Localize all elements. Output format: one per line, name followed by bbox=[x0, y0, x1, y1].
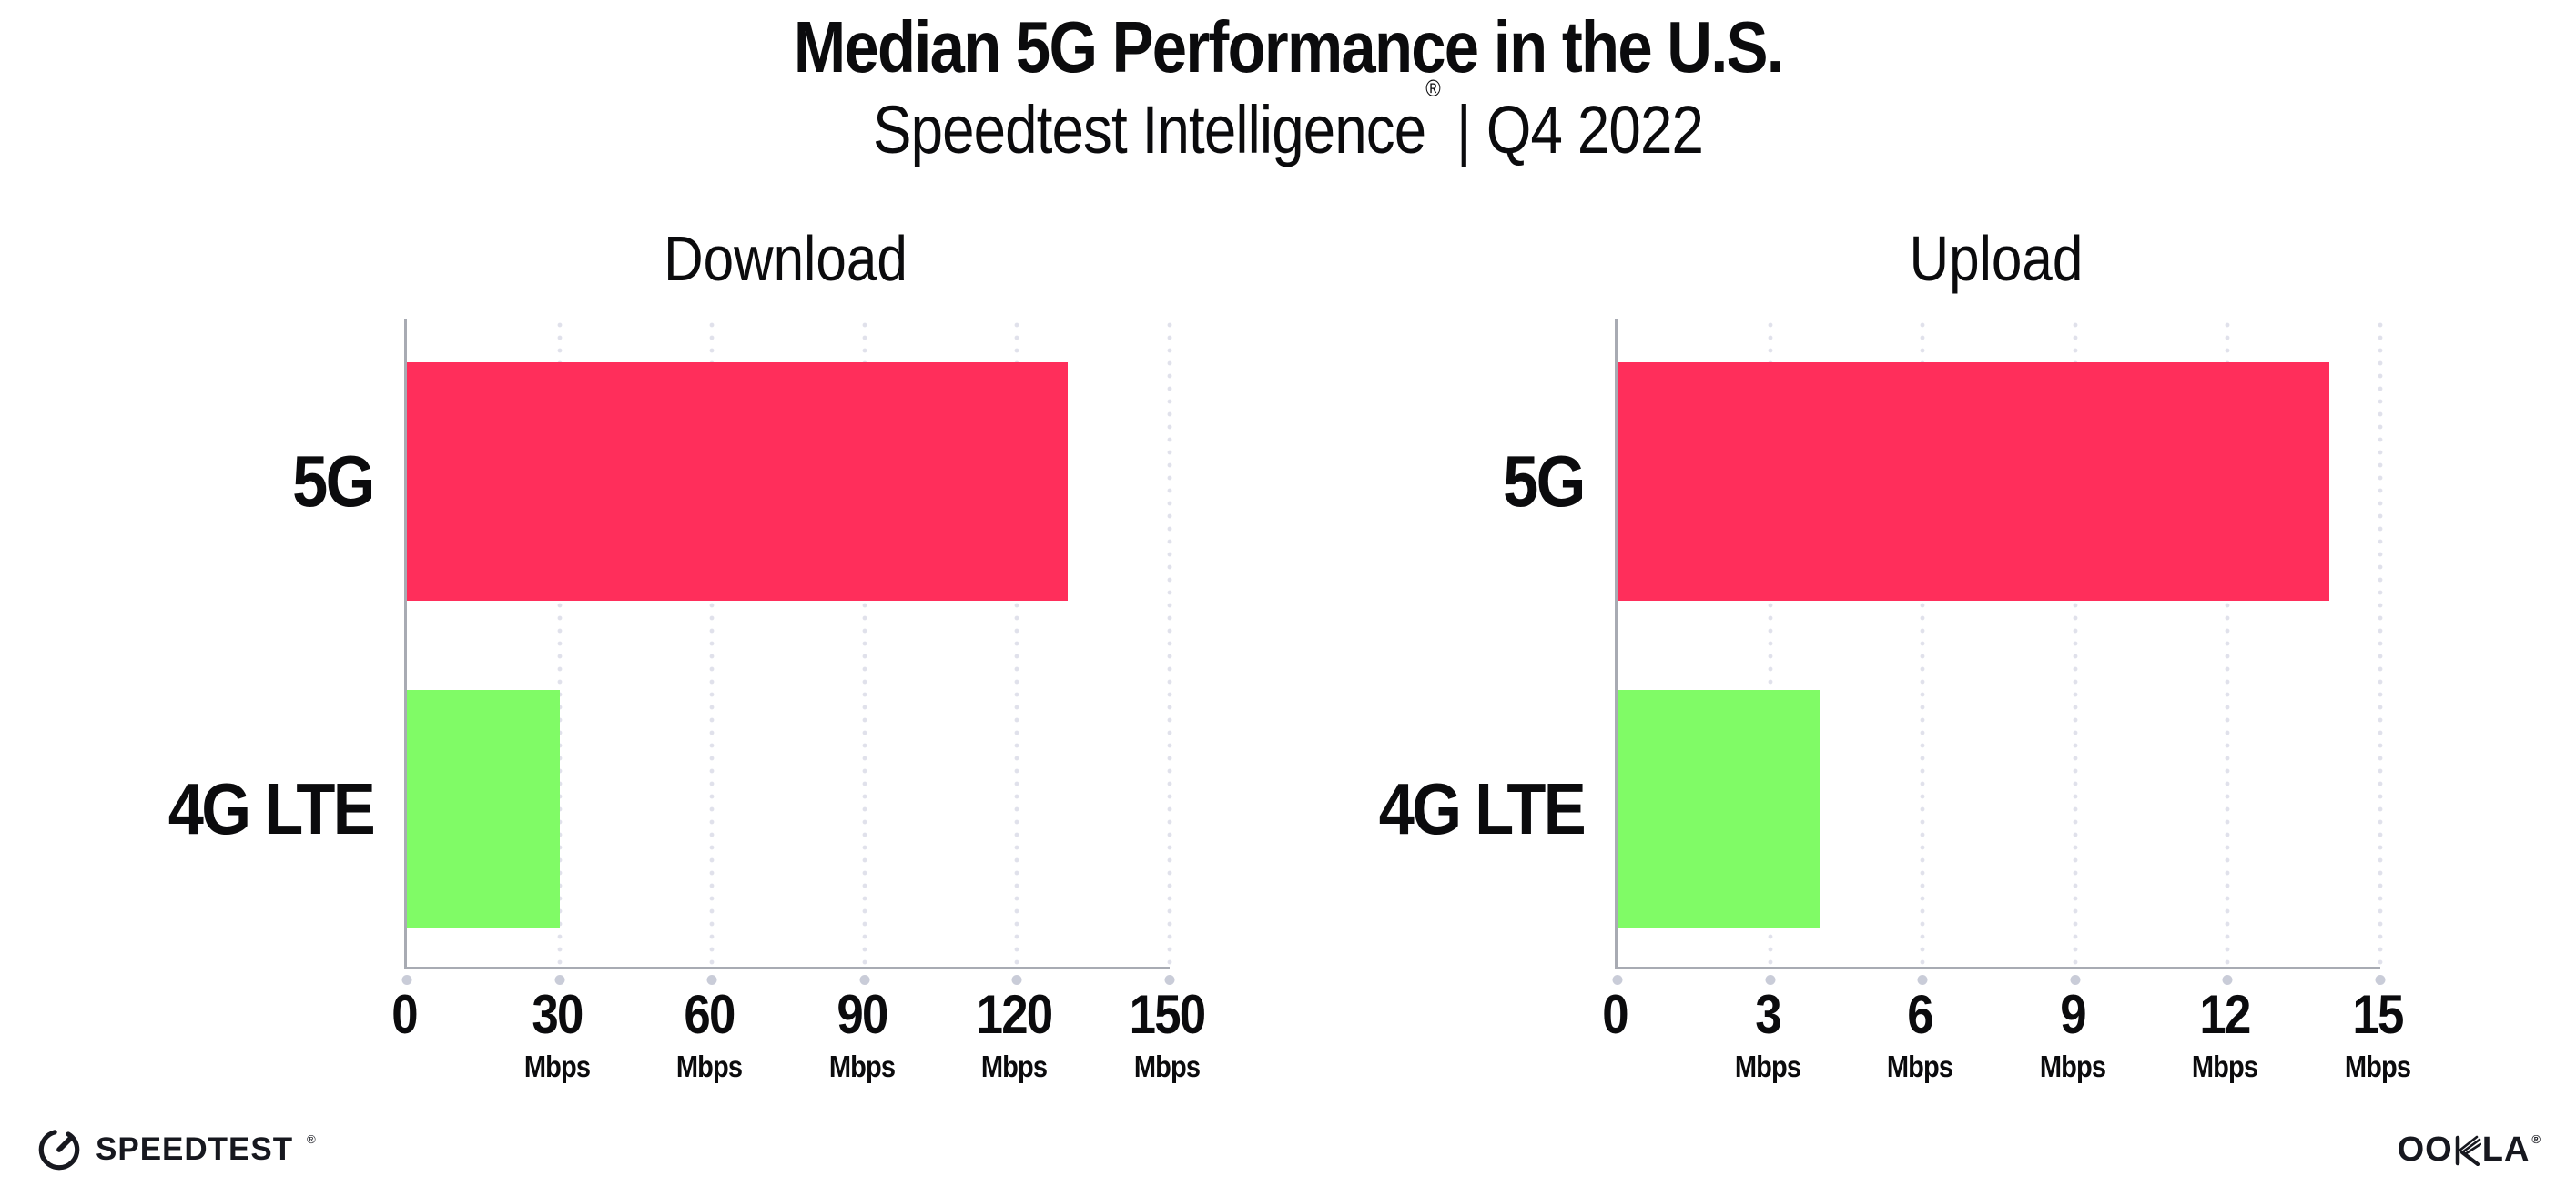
axis-tick-dot-30 bbox=[554, 975, 565, 985]
upload-chart-title: Upload bbox=[1909, 223, 2084, 294]
x-tick-90: 90 Mbps bbox=[828, 984, 896, 1083]
upload-chart: Upload 5G 4G LTE 0 3 Mbps 6 Mbps 9 Mbps 12 Mbps 1… bbox=[1320, 218, 2411, 1138]
x-tick-unit: Mbps bbox=[828, 1050, 896, 1083]
x-tick-unit: Mbps bbox=[1734, 1050, 1800, 1083]
bar-4g-lte-upload bbox=[1618, 690, 1821, 928]
upload-plot-area bbox=[1612, 319, 2386, 985]
page-title: Median 5G Performance in the U.S. bbox=[793, 6, 1784, 87]
axis-tick-dot-12 bbox=[2222, 975, 2233, 985]
category-label-4g-lte: 4G LTE bbox=[167, 768, 376, 849]
x-tick-unit: Mbps bbox=[523, 1050, 590, 1083]
x-tick-unit: Mbps bbox=[2344, 1050, 2411, 1083]
axis-tick-dot-3 bbox=[1765, 975, 1776, 985]
gridline-30 bbox=[557, 319, 563, 967]
gridline-3 bbox=[1768, 319, 1773, 967]
speedtest-wordmark: SPEEDTEST bbox=[96, 1131, 294, 1167]
x-tick-3: 3 Mbps bbox=[1734, 984, 1800, 1083]
axis-tick-dot-120 bbox=[1011, 975, 1022, 985]
subtitle-brand: Speedtest Intelligence bbox=[872, 92, 1426, 167]
x-tick-60: 60 Mbps bbox=[676, 984, 743, 1083]
x-tick-30: 30 Mbps bbox=[523, 984, 590, 1083]
download-gridlines bbox=[407, 319, 1172, 967]
speedtest-gauge-icon bbox=[35, 1125, 84, 1174]
axis-tick-dot-0 bbox=[401, 975, 412, 985]
category-label-5g: 5G bbox=[1503, 441, 1586, 522]
x-tick-value: 60 bbox=[684, 984, 736, 1045]
x-tick-0: 0 bbox=[1602, 988, 1628, 1042]
gridline-9 bbox=[2073, 319, 2078, 967]
axis-tick-dot-9 bbox=[2070, 975, 2081, 985]
x-tick-value: 9 bbox=[2059, 984, 2086, 1045]
category-label-5g: 5G bbox=[292, 441, 375, 522]
ookla-wordmark-suffix: LA bbox=[2481, 1130, 2530, 1169]
x-tick-value: 30 bbox=[531, 984, 583, 1045]
gridline-12 bbox=[2225, 319, 2230, 967]
speedtest-logo: SPEEDTEST ® bbox=[35, 1125, 316, 1174]
x-tick-0: 0 bbox=[391, 984, 418, 1045]
category-label-4g-lte: 4G LTE bbox=[1378, 768, 1587, 849]
axis-tick-dot-15 bbox=[2375, 975, 2386, 985]
gridline-15 bbox=[2378, 319, 2383, 967]
axis-tick-dot-150 bbox=[1164, 975, 1175, 985]
gridline-90 bbox=[862, 319, 867, 967]
subtitle-period: Q4 2022 bbox=[1486, 92, 1704, 167]
x-tick-9: 9 Mbps bbox=[2039, 984, 2106, 1083]
upload-x-axis-labels: 0 3 Mbps 6 Mbps 9 Mbps 12 Mbps 15 Mbps bbox=[1602, 984, 2411, 1133]
x-tick-value: 120 bbox=[976, 984, 1054, 1045]
bar-4g-lte-download bbox=[407, 690, 560, 928]
subtitle: Speedtest Intelligence® | Q4 2022 bbox=[180, 75, 2396, 168]
x-tick-unit: Mbps bbox=[676, 1050, 743, 1083]
x-tick-value: 6 bbox=[1907, 984, 1933, 1045]
ookla-wordmark-prefix: OO bbox=[2397, 1130, 2453, 1169]
download-x-axis-labels: 0 30 Mbps 60 Mbps 90 Mbps 120 Mbps 150 Mbps bbox=[391, 984, 1206, 1133]
axis-tick-dot-90 bbox=[859, 975, 870, 985]
upload-category-labels: 5G 4G LTE bbox=[1320, 319, 1587, 967]
x-tick-value: 0 bbox=[1602, 984, 1628, 1045]
x-tick-unit: Mbps bbox=[981, 1050, 1048, 1083]
subtitle-separator: | bbox=[1455, 92, 1472, 167]
x-tick-6: 6 Mbps bbox=[1887, 984, 1953, 1083]
ookla-logo: OO LA ® bbox=[2398, 1131, 2541, 1170]
x-tick-unit: Mbps bbox=[2039, 1050, 2106, 1083]
upload-gridlines bbox=[1618, 319, 2383, 967]
gridline-60 bbox=[709, 319, 715, 967]
ookla-k-icon bbox=[2454, 1135, 2481, 1166]
bar-5g-upload bbox=[1618, 362, 2330, 601]
ookla-registered-mark-icon: ® bbox=[2531, 1131, 2541, 1146]
x-tick-150: 150 Mbps bbox=[1129, 984, 1207, 1083]
gridline-150 bbox=[1167, 319, 1172, 967]
footer: SPEEDTEST ® OO LA ® bbox=[0, 1121, 2576, 1179]
download-plot-area bbox=[401, 319, 1175, 985]
registered-trademark-icon: ® bbox=[1425, 75, 1441, 103]
speedtest-registered-mark-icon: ® bbox=[307, 1131, 316, 1146]
axis-tick-dot-6 bbox=[1917, 975, 1928, 985]
bar-5g-download bbox=[407, 362, 1069, 601]
gridline-6 bbox=[1920, 319, 1925, 967]
axis-tick-dot-60 bbox=[706, 975, 717, 985]
x-tick-value: 3 bbox=[1754, 984, 1781, 1045]
download-chart-title: Download bbox=[664, 223, 908, 294]
x-tick-unit: Mbps bbox=[1133, 1050, 1201, 1083]
gridline-120 bbox=[1014, 319, 1019, 967]
download-chart: Download 5G 4G LTE 0 30 Mbps 60 Mbps 90 Mbps 12… bbox=[109, 218, 1207, 1138]
x-tick-value: 15 bbox=[2352, 984, 2404, 1045]
x-tick-15: 15 Mbps bbox=[2344, 984, 2411, 1083]
download-category-labels: 5G 4G LTE bbox=[109, 319, 376, 967]
x-tick-value: 12 bbox=[2199, 984, 2252, 1045]
x-tick-12: 12 Mbps bbox=[2192, 984, 2258, 1083]
axis-tick-dot-0 bbox=[1612, 975, 1623, 985]
x-tick-120: 120 Mbps bbox=[976, 984, 1054, 1083]
x-tick-unit: Mbps bbox=[2192, 1050, 2258, 1083]
x-tick-unit: Mbps bbox=[1887, 1050, 1953, 1083]
x-tick-value: 150 bbox=[1129, 984, 1207, 1045]
x-tick-value: 0 bbox=[391, 984, 418, 1045]
x-tick-value: 90 bbox=[837, 984, 888, 1045]
